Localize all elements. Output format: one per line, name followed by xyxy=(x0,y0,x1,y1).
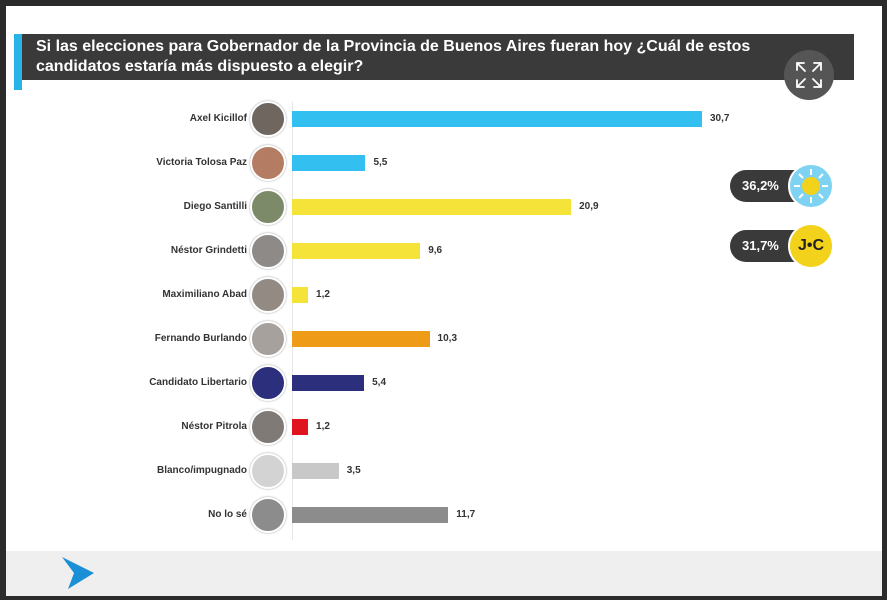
bar-value-label: 1,2 xyxy=(316,421,330,432)
candidate-circle xyxy=(250,497,286,533)
category-label: Victoria Tolosa Paz xyxy=(156,157,247,168)
sun-logo-icon xyxy=(788,163,834,209)
bar xyxy=(292,463,339,479)
candidate-photo xyxy=(250,321,286,357)
category-label: No lo sé xyxy=(208,509,247,520)
candidate-photo xyxy=(250,277,286,313)
candidate-circle xyxy=(250,365,286,401)
expand-arrows-icon xyxy=(796,62,822,88)
jc-logo-text: J•C xyxy=(797,237,825,254)
chart-axis-line xyxy=(292,102,293,540)
category-label: Blanco/impugnado xyxy=(157,465,247,476)
chart-frame: Si las elecciones para Gobernador de la … xyxy=(6,6,882,596)
category-label: Maximiliano Abad xyxy=(162,289,247,300)
category-label: Diego Santilli xyxy=(183,201,247,212)
footer-bar xyxy=(6,551,882,596)
candidate-photo xyxy=(250,189,286,225)
category-label: Fernando Burlando xyxy=(154,333,247,344)
bar xyxy=(292,199,572,215)
badge-right-value: 31,7% xyxy=(742,238,779,253)
bar-value-label: 9,6 xyxy=(428,245,443,256)
bar xyxy=(292,507,449,523)
badge-left-value: 36,2% xyxy=(742,178,779,193)
sun-icon xyxy=(794,169,828,203)
bar xyxy=(292,375,365,391)
chart-title: Si las elecciones para Gobernador de la … xyxy=(36,38,751,75)
bar-value-label: 30,7 xyxy=(710,113,730,124)
category-label: Néstor Grindetti xyxy=(170,245,247,256)
bar xyxy=(292,331,430,347)
bar-value-label: 11,7 xyxy=(456,509,476,520)
candidate-photo xyxy=(250,145,286,181)
bar xyxy=(292,243,421,259)
bar-value-label: 20,9 xyxy=(579,201,599,212)
bar-value-label: 5,5 xyxy=(373,157,388,168)
brand-logo-icon xyxy=(62,557,94,589)
bar-value-label: 10,3 xyxy=(437,333,458,344)
header-accent-bar xyxy=(14,34,22,90)
category-label: Candidato Libertario xyxy=(149,377,247,388)
bar-value-label: 3,5 xyxy=(346,465,361,476)
candidate-photo xyxy=(250,409,286,445)
bar xyxy=(292,155,366,171)
chart-header: Si las elecciones para Gobernador de la … xyxy=(14,34,854,90)
candidate-photo xyxy=(250,233,286,269)
bar-value-label: 5,4 xyxy=(372,377,387,388)
category-label: Axel Kicillof xyxy=(189,113,247,124)
candidate-circle xyxy=(250,453,286,489)
bar-chart: Axel Kicillof 30,7 Victoria Tolosa Paz 5,5 D… xyxy=(6,6,882,566)
candidate-photo xyxy=(250,101,286,137)
bar xyxy=(292,111,702,127)
category-label: Néstor Pitrola xyxy=(181,421,247,432)
bar-value-label: 1,2 xyxy=(316,289,330,300)
expand-button[interactable] xyxy=(784,50,834,100)
jc-logo-icon: J•C xyxy=(788,223,834,269)
bar xyxy=(292,287,309,303)
bar xyxy=(292,419,309,435)
